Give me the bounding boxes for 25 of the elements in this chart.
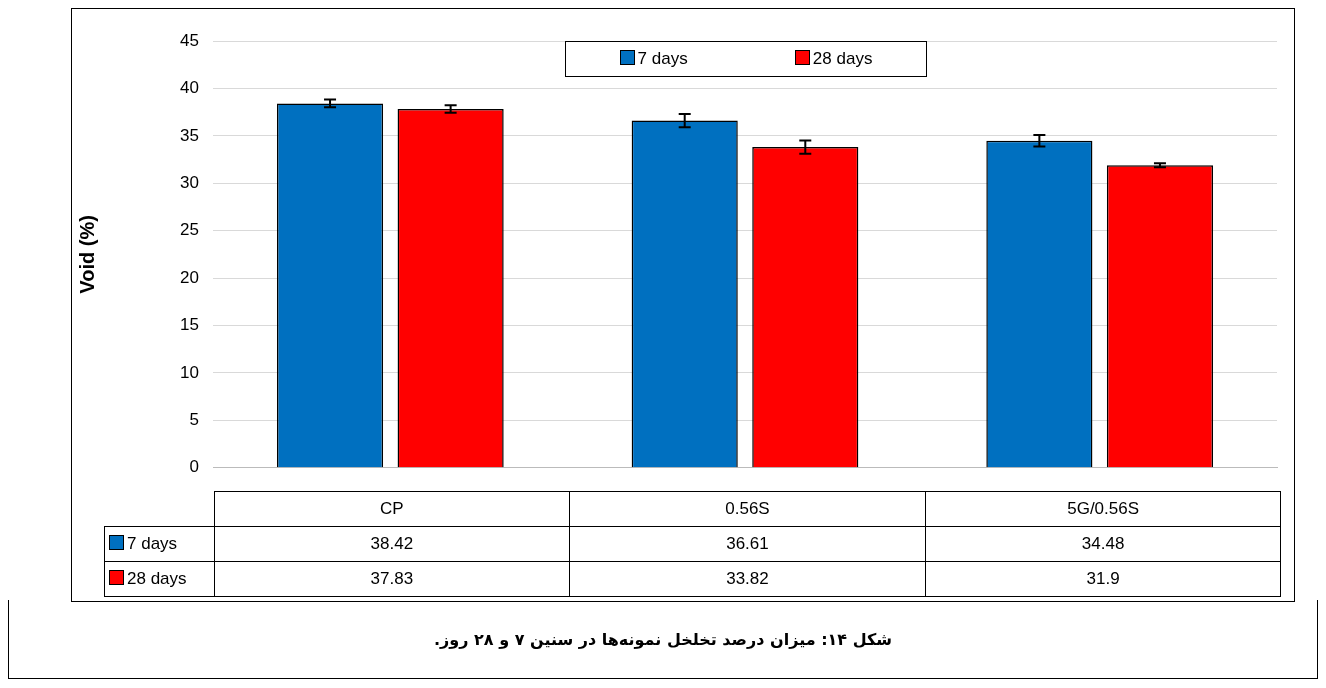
- legend-label: 28 days: [811, 49, 873, 69]
- x-tick-label: 5G/0.56S: [925, 491, 1281, 527]
- text: شکل ۱۴: میزان درصد تخلخل نمونه‌ها در سنین ۷ و ۲۸ روز.: [434, 629, 892, 649]
- data-label: 33.82: [569, 561, 926, 597]
- y-tick-label: 30: [180, 172, 199, 192]
- y-tick-label: 35: [180, 125, 199, 145]
- y-axis-title: Void (%): [75, 215, 98, 294]
- text: 7 days: [127, 534, 178, 553]
- x-tick-label: 0.56S: [569, 491, 926, 527]
- y-tick-label: 40: [180, 78, 199, 98]
- data-label: 36.61: [569, 526, 926, 562]
- y-tick-label: 25: [180, 220, 199, 240]
- y-tick-label: 0: [189, 457, 199, 477]
- data-label: 34.48: [925, 526, 1281, 562]
- data-label: 38.42: [214, 526, 570, 562]
- y-tick-label: 15: [180, 315, 199, 335]
- text: 28 days: [127, 569, 187, 588]
- data-label: 37.83: [214, 561, 570, 597]
- y-tick-label: 20: [180, 267, 199, 287]
- data-label: 31.9: [925, 561, 1281, 597]
- y-tick-label: 45: [180, 30, 199, 50]
- y-tick-label: 5: [189, 410, 199, 430]
- legend-label: 7 days: [636, 49, 688, 69]
- y-tick-label: 10: [180, 362, 199, 382]
- x-tick-label: CP: [214, 491, 570, 527]
